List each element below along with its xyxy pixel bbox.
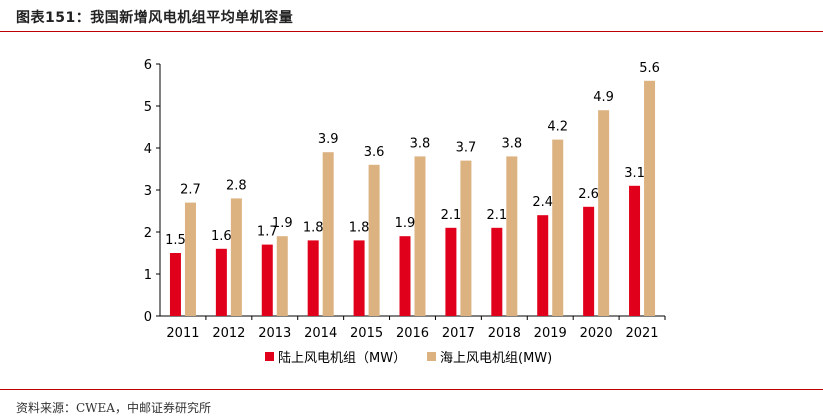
y-tick-label-1: 1 <box>144 268 152 283</box>
title-rule <box>0 31 823 32</box>
x-tick-label-2012: 2012 <box>212 326 245 341</box>
onshore-bar-2011 <box>169 253 181 316</box>
onshore-data-label-2018: 2.1 <box>486 208 507 223</box>
offshore-bar-2020 <box>598 110 610 316</box>
onshore-bar-2020 <box>583 206 595 316</box>
offshore-bar-2018 <box>506 156 518 316</box>
x-tick-label-2016: 2016 <box>396 326 429 341</box>
offshore-data-label-2020: 4.9 <box>593 90 614 105</box>
x-tick-label-2020: 2020 <box>580 326 613 341</box>
x-tick-label-2018: 2018 <box>488 326 521 341</box>
offshore-data-label-2017: 3.7 <box>456 141 477 156</box>
offshore-bar-2012 <box>230 198 242 316</box>
x-tick-label-2017: 2017 <box>442 326 475 341</box>
offshore-data-label-2018: 3.8 <box>501 136 522 151</box>
onshore-data-label-2013: 1.7 <box>257 225 278 240</box>
offshore-data-label-2021: 5.6 <box>639 61 660 76</box>
onshore-data-label-2016: 1.9 <box>395 216 416 231</box>
offshore-data-label-2016: 3.8 <box>410 136 431 151</box>
x-tick-label-2021: 2021 <box>625 326 658 341</box>
onshore-bar-2018 <box>491 227 503 316</box>
onshore-legend-swatch <box>265 352 274 361</box>
offshore-data-label-2013: 1.9 <box>272 216 293 231</box>
onshore-data-label-2020: 2.6 <box>578 187 599 202</box>
offshore-legend-swatch <box>427 352 436 361</box>
onshore-data-label-2021: 3.1 <box>624 166 645 181</box>
offshore-data-label-2014: 3.9 <box>318 132 339 147</box>
offshore-bar-2013 <box>276 236 288 316</box>
y-tick-label-5: 5 <box>144 100 152 115</box>
offshore-data-label-2011: 2.7 <box>180 183 201 198</box>
onshore-bar-2014 <box>307 240 319 316</box>
offshore-legend-label: 海上风电机组(MW) <box>440 351 552 366</box>
x-tick-label-2014: 2014 <box>304 326 337 341</box>
onshore-data-label-2011: 1.5 <box>165 233 186 248</box>
onshore-data-label-2012: 1.6 <box>211 229 232 244</box>
y-tick-label-3: 3 <box>144 184 152 199</box>
offshore-bar-2016 <box>414 156 426 316</box>
onshore-bar-2012 <box>215 248 227 316</box>
offshore-bar-2015 <box>368 164 380 316</box>
onshore-data-label-2014: 1.8 <box>303 220 324 235</box>
onshore-bar-2019 <box>537 215 549 316</box>
figure-title: 图表151：我国新增风电机组平均单机容量 <box>16 10 294 26</box>
offshore-bar-2019 <box>552 139 564 316</box>
offshore-bar-2011 <box>184 202 196 316</box>
y-tick-label-2: 2 <box>144 226 152 241</box>
onshore-bar-2016 <box>399 236 411 316</box>
y-tick-label-4: 4 <box>144 142 152 157</box>
onshore-bar-2021 <box>629 185 641 316</box>
onshore-data-label-2015: 1.8 <box>349 220 370 235</box>
onshore-legend-label: 陆上风电机组（MW） <box>278 350 406 366</box>
onshore-data-label-2019: 2.4 <box>532 195 553 210</box>
footer-rule <box>0 389 823 390</box>
x-tick-label-2015: 2015 <box>350 326 383 341</box>
onshore-bar-2017 <box>445 227 457 316</box>
y-tick-label-6: 6 <box>144 58 152 73</box>
x-tick-label-2013: 2013 <box>258 326 291 341</box>
x-tick-label-2011: 2011 <box>166 326 199 341</box>
onshore-bar-2015 <box>353 240 365 316</box>
offshore-data-label-2015: 3.6 <box>364 145 385 160</box>
offshore-data-label-2019: 4.2 <box>547 120 568 135</box>
onshore-bar-2013 <box>261 244 273 316</box>
x-tick-label-2019: 2019 <box>534 326 567 341</box>
offshore-data-label-2012: 2.8 <box>226 178 247 193</box>
y-tick-label-0: 0 <box>144 310 152 325</box>
offshore-bar-2017 <box>460 160 472 316</box>
onshore-data-label-2017: 2.1 <box>441 208 462 223</box>
offshore-bar-2014 <box>322 152 334 316</box>
offshore-bar-2021 <box>644 80 656 316</box>
source-note: 资料来源：CWEA，中邮证券研究所 <box>16 401 211 415</box>
